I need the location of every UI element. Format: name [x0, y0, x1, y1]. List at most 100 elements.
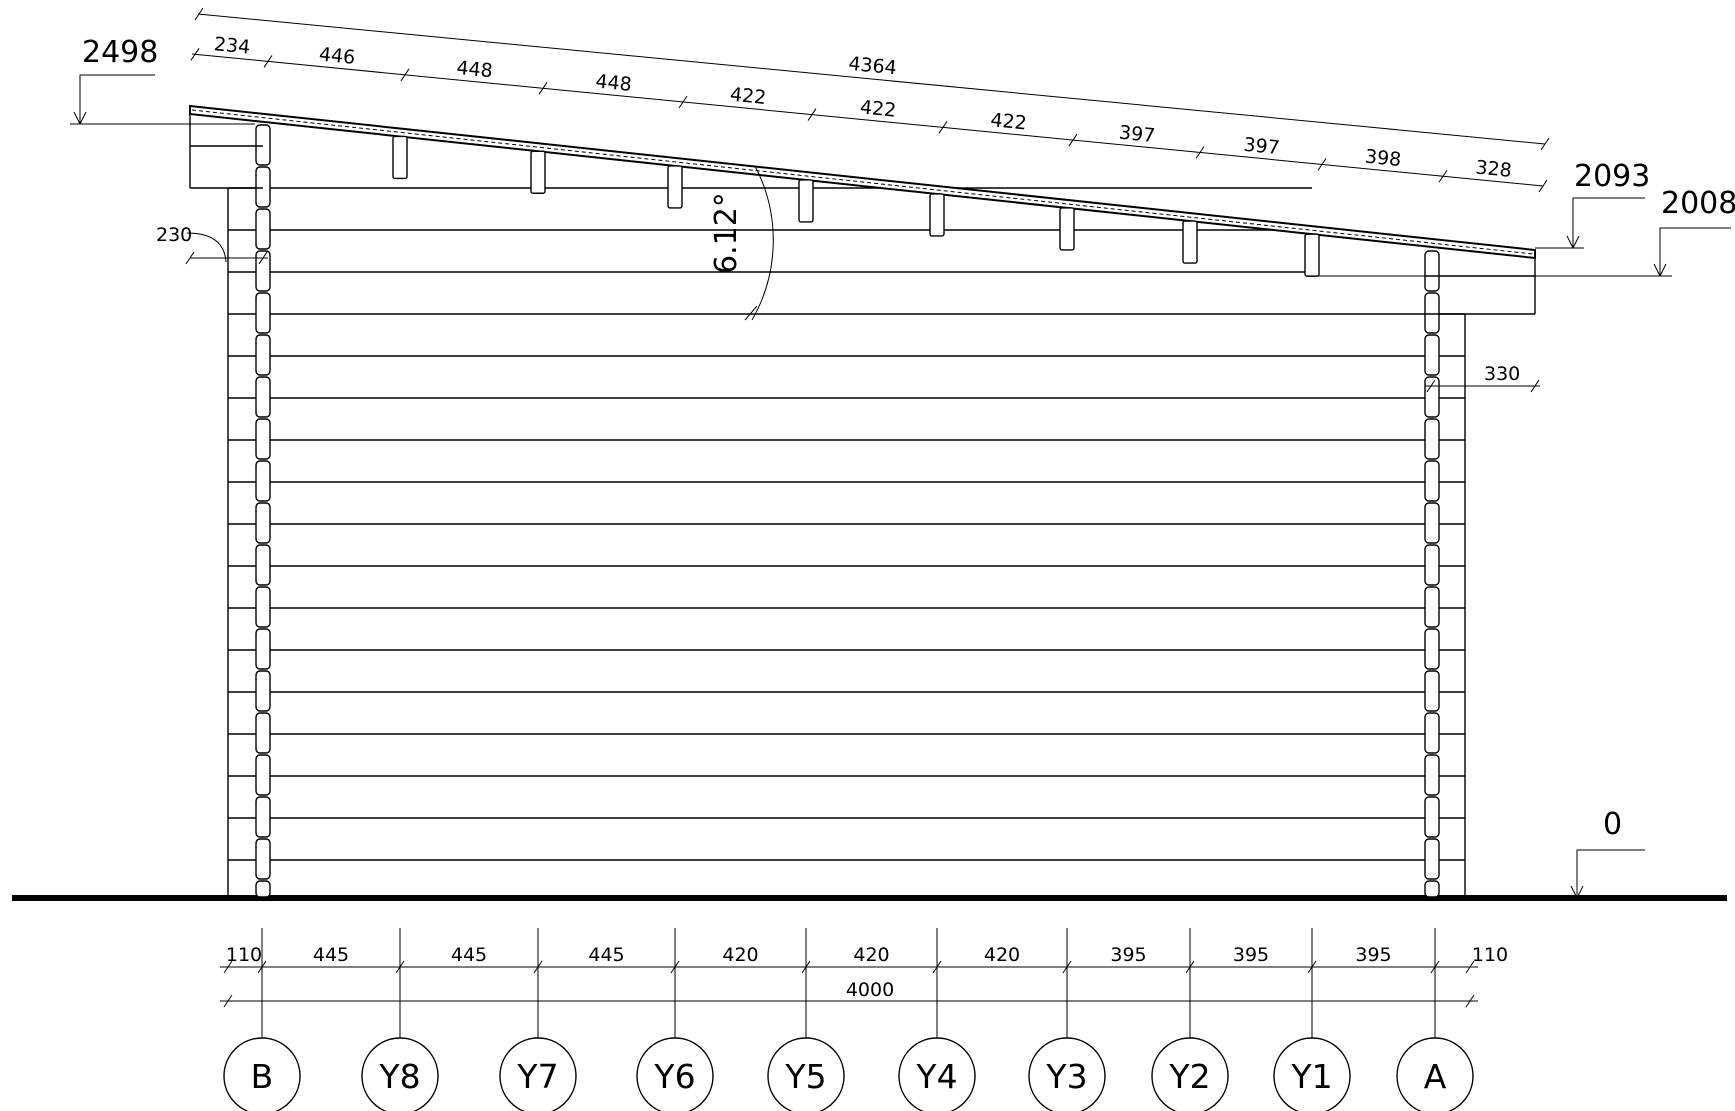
rafter: [929, 193, 945, 237]
base-dimensions: 110 445 445 445 420 420 420 395 395 395 110 4000: [220, 944, 1508, 1008]
log-end: [255, 292, 271, 334]
roof-segment-dimension: 397: [1118, 122, 1156, 147]
base-segment-dimension: 420: [722, 944, 758, 966]
roof-segment-dimension: 397: [1242, 134, 1280, 159]
base-segment-dimension: 395: [1233, 944, 1269, 966]
log-end: [255, 544, 271, 586]
axis-label: Y6: [653, 1057, 695, 1096]
log-end: [255, 586, 271, 628]
dimension-tick: [938, 121, 948, 134]
axis-label: Y4: [915, 1057, 957, 1096]
base-segment-dimension: 445: [451, 944, 487, 966]
log-end: [255, 502, 271, 544]
dimension-tick: [807, 108, 817, 121]
overhang-left-value: 230: [156, 224, 192, 246]
axis-bubble: [1151, 1037, 1229, 1111]
base-segment-dimension: 395: [1110, 944, 1146, 966]
level-right-lower-value: 2008: [1661, 186, 1735, 221]
dimension-tick: [1068, 133, 1078, 147]
axis-label: Y1: [1290, 1057, 1332, 1096]
dimension-tick: [1317, 158, 1327, 171]
log-end: [1424, 586, 1440, 628]
base-segment-dimension: 420: [984, 944, 1020, 966]
log-end: [1424, 460, 1440, 502]
log-end: [1424, 334, 1440, 376]
level-marker-ground: 0: [1570, 807, 1645, 899]
log-end: [1424, 880, 1440, 898]
axis-bubble: [223, 1037, 301, 1111]
log-end: [255, 796, 271, 838]
log-end: [255, 208, 271, 250]
roof-segment-dimension: 448: [455, 57, 493, 82]
level-right-top-value: 2093: [1574, 159, 1650, 194]
axis-label: B: [251, 1057, 274, 1096]
log-end: [255, 670, 271, 712]
dimension-tick: [1540, 137, 1550, 151]
log-end: [1424, 544, 1440, 586]
roof: [189, 104, 1536, 315]
dimension-tick: [538, 82, 548, 95]
log-end: [255, 124, 271, 166]
log-end: [1424, 250, 1440, 292]
axis-bubble: [1028, 1037, 1106, 1111]
log-end: [255, 754, 271, 796]
log-end: [1424, 628, 1440, 670]
log-end: [255, 880, 271, 898]
level-ground-value: 0: [1603, 807, 1622, 842]
log-end: [1424, 712, 1440, 754]
overhang-right-value: 330: [1484, 363, 1520, 385]
dimension-tick: [1465, 994, 1475, 1008]
log-end: [255, 838, 271, 880]
dimension-tick: [190, 48, 200, 61]
axis-bubble: [499, 1037, 577, 1111]
axis-bubble: [636, 1037, 714, 1111]
rafter: [798, 179, 814, 223]
log-ends-right: [1424, 250, 1440, 898]
axis-label: Y7: [516, 1057, 558, 1096]
log-end: [255, 250, 271, 292]
rafter: [1182, 220, 1198, 264]
overhang-right: 330: [1425, 363, 1540, 393]
angle-annotation: 6.12°: [709, 165, 774, 321]
base-segment-dimension: 420: [853, 944, 889, 966]
axis-bubble: [767, 1037, 845, 1111]
dimension-tick: [1195, 146, 1205, 159]
base-total-dimension: 4000: [846, 979, 894, 1001]
rafter: [1304, 233, 1320, 277]
axis-bubble: [1396, 1037, 1474, 1111]
log-end: [255, 460, 271, 502]
dimension-tick: [400, 68, 410, 82]
axis-bubble: [361, 1037, 439, 1111]
wall-courses: [228, 187, 1465, 861]
base-segment-dimension: 110: [1472, 944, 1508, 966]
roof-segment-dimension: 446: [318, 43, 356, 68]
level-marker-right-top: 2093: [1535, 159, 1650, 249]
log-end: [1424, 754, 1440, 796]
roof-segment-dimension: 398: [1364, 146, 1402, 171]
grid-axes: B Y8 Y7 Y6 Y5 Y4 Y3 Y2 Y1 A: [223, 928, 1474, 1111]
dimension-tick: [678, 95, 688, 109]
dimension-tick: [223, 994, 233, 1008]
overhang-left: 230: [156, 224, 268, 265]
log-end: [255, 166, 271, 208]
log-end: [1424, 838, 1440, 880]
rafter: [392, 135, 408, 180]
roof-segment-dimension: 234: [213, 33, 251, 58]
log-end: [1424, 376, 1440, 418]
log-end: [1424, 292, 1440, 334]
log-end: [255, 334, 271, 376]
log-end: [255, 712, 271, 754]
level-marker-right-lower: 2008: [1312, 186, 1735, 277]
log-end: [255, 628, 271, 670]
wall: [227, 124, 1466, 898]
axis-label: Y2: [1168, 1057, 1210, 1096]
base-segment-dimension: 110: [226, 944, 262, 966]
rafters: [392, 135, 1320, 277]
dimension-tick: [263, 55, 273, 68]
base-segment-dimension: 445: [313, 944, 349, 966]
roof-segment-dimension: 422: [859, 96, 897, 121]
level-marker-left: 2498: [70, 35, 255, 125]
roof-segment-dimension: 328: [1474, 156, 1512, 181]
rafter: [530, 150, 546, 194]
